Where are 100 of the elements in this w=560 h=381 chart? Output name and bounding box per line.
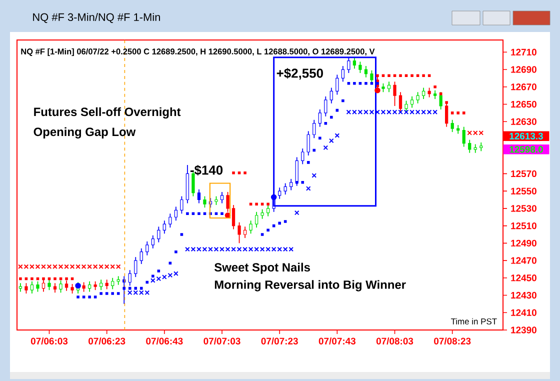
candlestick — [352, 56, 356, 70]
x-tick-label: 07/07:03 — [204, 338, 240, 345]
candlestick — [404, 100, 408, 113]
candlestick — [278, 187, 282, 200]
candlestick — [468, 139, 472, 154]
y-tick-label: 12630 — [511, 118, 536, 125]
candlestick — [111, 277, 114, 290]
candlestick — [220, 191, 224, 204]
candlestick — [174, 206, 178, 222]
candlestick — [53, 282, 57, 294]
x-tick-label: 07/06:23 — [88, 338, 126, 345]
y-tick-label: 12710 — [511, 48, 536, 56]
x-tick-label: 07/08:03 — [376, 338, 414, 345]
annotation: Opening Gap Low — [34, 127, 136, 138]
chart-title: NQ #F 3-Min/NQ #F 1-Min — [33, 12, 160, 23]
candlestick — [341, 66, 344, 82]
candlestick — [301, 148, 304, 165]
candlestick — [324, 96, 328, 117]
candlestick — [42, 279, 46, 292]
candlestick — [24, 282, 28, 294]
candlestick — [358, 61, 362, 74]
point — [329, 138, 334, 144]
candlestick — [387, 81, 391, 93]
candlestick — [238, 222, 241, 244]
y-tick-label: 12410 — [511, 309, 536, 316]
candlestick — [393, 81, 396, 106]
candlestick — [398, 92, 402, 113]
annotation: +$2,550 — [276, 68, 323, 80]
y-tick-label: 12550 — [511, 188, 536, 194]
annotation: Time in PST — [450, 318, 497, 324]
candlestick — [254, 211, 258, 228]
candlestick — [146, 240, 149, 256]
candlestick — [100, 279, 103, 291]
candlestick — [370, 70, 374, 84]
point — [75, 282, 81, 289]
x-tick-label: 07/06:43 — [146, 338, 183, 345]
candlestick — [428, 87, 431, 98]
annotation: Sweet Spot Nails — [214, 262, 310, 274]
y-tick-label: 12670 — [511, 84, 536, 90]
y-tick-label: 12430 — [511, 292, 536, 299]
y-tick-label: 12470 — [511, 257, 536, 264]
candlestick — [64, 280, 68, 292]
x-tick-label: 07/08:23 — [434, 338, 471, 345]
candlestick — [82, 282, 86, 292]
candlestick — [249, 220, 252, 234]
candlestick — [445, 102, 448, 128]
candlestick — [330, 87, 333, 104]
candlestick — [140, 248, 143, 264]
candlestick — [306, 130, 310, 156]
candlestick — [232, 204, 236, 230]
candlestick — [266, 204, 270, 217]
candlestick — [48, 279, 51, 291]
candlestick — [318, 109, 322, 128]
candlestick — [422, 87, 426, 100]
x-tick-label: 07/07:23 — [261, 338, 298, 345]
point — [294, 210, 300, 216]
annotation: Morning Reversal into Big Winner — [214, 280, 406, 292]
candlestick — [197, 188, 201, 204]
candlestick — [36, 280, 40, 292]
y-tick-label: 12510 — [511, 222, 536, 230]
y-tick-label: 12650 — [511, 100, 536, 108]
candlestick — [284, 182, 287, 195]
candlestick — [203, 196, 206, 208]
candlestick — [88, 280, 92, 292]
point — [334, 133, 340, 138]
candlestick — [410, 96, 414, 108]
candlestick — [180, 196, 184, 214]
candlestick — [364, 66, 368, 78]
point — [270, 194, 277, 200]
candlestick — [157, 226, 160, 243]
candlestick — [151, 234, 154, 249]
candlestick — [290, 178, 293, 191]
text: NQ #F [1-Min] 06/07/22 +0.2500 C 12689.2500, H 12690.5000, L 12688.5000, O 12689.2500, V — [21, 48, 375, 56]
annotation: Futures Sell-off Overnight — [34, 107, 181, 119]
y-tick-label: 12530 — [511, 205, 536, 212]
x-tick-label: 07/06:03 — [30, 338, 68, 345]
text: 12613.3 — [510, 132, 543, 140]
y-tick-label: 12390 — [511, 326, 536, 334]
y-tick-label: 12490 — [511, 240, 536, 247]
point — [323, 145, 328, 150]
candlestick — [70, 284, 74, 294]
point — [312, 173, 317, 178]
candlestick — [450, 119, 454, 132]
y-tick-label: 12570 — [511, 170, 536, 178]
candlestick — [105, 279, 108, 290]
candlestick — [336, 74, 339, 96]
candlestick — [30, 280, 34, 294]
text: 12598.0 — [510, 146, 543, 153]
candlestick — [168, 213, 172, 228]
candlestick — [134, 256, 138, 278]
candlestick — [162, 220, 166, 234]
candlestick — [416, 92, 420, 104]
candlestick — [439, 92, 442, 110]
y-tick-label: 12450 — [511, 274, 536, 282]
candlestick — [312, 119, 316, 139]
x-tick-label: 07/07:43 — [318, 338, 356, 345]
point — [374, 87, 380, 94]
annotation: -$140 — [190, 164, 223, 176]
candlestick — [243, 226, 247, 238]
candlestick — [59, 280, 62, 294]
